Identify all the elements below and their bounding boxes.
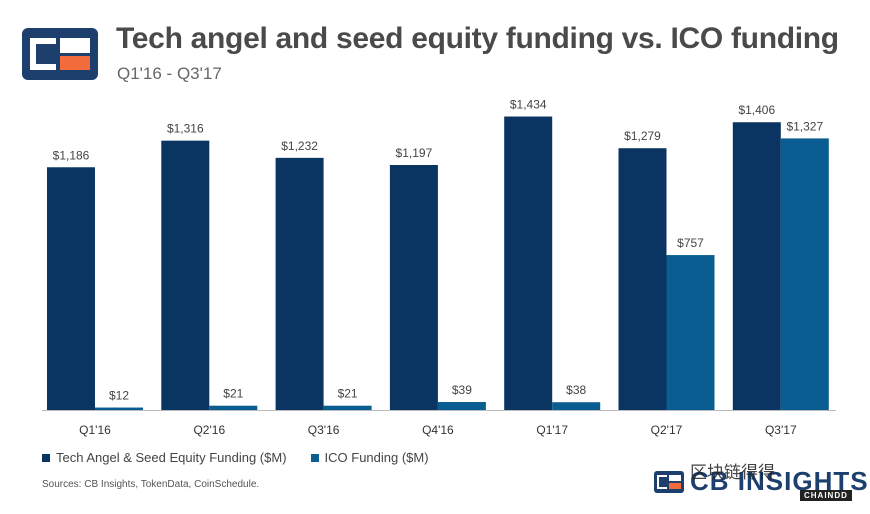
x-tick-label-3: Q4'16 [422,423,454,437]
data-label-ico-3: $39 [452,383,472,397]
bar-ico-5 [666,255,715,410]
x-tick-label-5: Q2'17 [651,423,683,437]
x-tick-label-1: Q2'16 [193,423,225,437]
legend-item-equity: Tech Angel & Seed Equity Funding ($M) [42,450,287,465]
chart-subtitle: Q1'16 - Q3'17 [117,64,222,83]
x-tick-label-6: Q3'17 [765,423,797,437]
watermark-sub: CHAINDD [800,490,852,501]
chart-legend: Tech Angel & Seed Equity Funding ($M) IC… [42,450,429,465]
data-label-ico-6: $1,327 [786,119,823,133]
data-label-equity-6: $1,406 [738,103,775,117]
legend-label-equity: Tech Angel & Seed Equity Funding ($M) [56,450,287,465]
bar-equity-5 [618,148,667,411]
bar-ico-1 [209,405,258,410]
bar-equity-3 [389,165,438,410]
legend-label-ico: ICO Funding ($M) [324,450,429,465]
x-tick-label-2: Q3'16 [308,423,340,437]
data-label-equity-1: $1,316 [167,122,204,136]
data-label-ico-4: $38 [566,383,586,397]
x-tick-label-0: Q1'16 [79,423,111,437]
bar-ico-0 [95,407,143,410]
bar-ico-2 [323,405,372,410]
data-label-ico-5: $757 [677,236,704,250]
data-label-equity-0: $1,186 [53,148,90,162]
brand-logo-icon [654,470,684,493]
chart-title: Tech angel and seed equity funding vs. I… [116,22,839,55]
bar-ico-4 [552,402,601,410]
data-label-equity-5: $1,279 [624,129,661,143]
x-tick-label-4: Q1'17 [536,423,568,437]
cb-insights-logo [22,28,98,80]
bar-ico-6 [780,138,829,410]
data-label-equity-3: $1,197 [396,146,433,160]
data-label-equity-2: $1,232 [281,139,318,153]
data-label-equity-4: $1,434 [510,98,547,112]
legend-swatch-equity [42,453,50,462]
bar-equity-6 [732,122,781,410]
data-label-ico-0: $12 [109,389,129,403]
source-note: Sources: CB Insights, TokenData, CoinSch… [42,479,260,490]
bar-equity-0 [47,167,95,410]
legend-item-ico: ICO Funding ($M) [310,450,429,465]
bar-equity-4 [504,116,553,411]
data-label-ico-1: $21 [223,387,243,401]
data-label-ico-2: $21 [338,387,358,401]
legend-swatch-ico [310,453,319,462]
watermark-text: 区块链得得 [690,463,775,482]
bar-ico-3 [437,402,486,410]
bar-equity-2 [275,157,324,410]
bar-equity-1 [161,140,210,410]
